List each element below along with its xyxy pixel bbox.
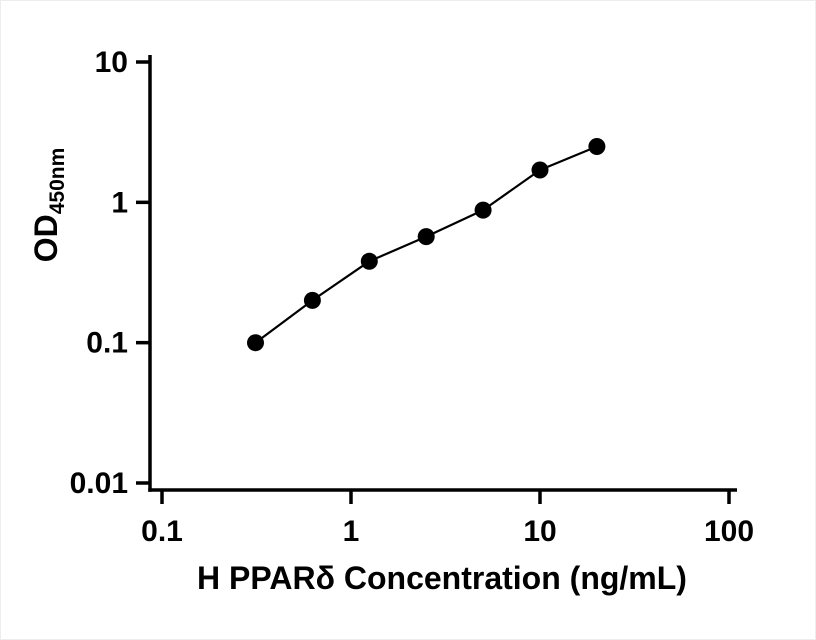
x-tick-label: 1 (343, 515, 360, 548)
data-point (531, 161, 549, 179)
x-axis-title: H PPARδ Concentration (ng/mL) (197, 560, 687, 596)
data-series-layer (247, 138, 606, 352)
y-tick-label: 10 (95, 46, 128, 79)
data-point (588, 138, 606, 155)
data-point (303, 291, 321, 309)
data-point (474, 201, 492, 219)
y-axis-title: OD450nm (28, 148, 69, 263)
y-axis-title-main: OD (28, 214, 64, 262)
data-point (417, 228, 435, 246)
data-point (360, 252, 378, 270)
y-tick-label: 1 (111, 186, 128, 219)
y-tick-label: 0.1 (86, 327, 128, 360)
x-tick-label: 100 (704, 515, 754, 548)
y-axis-title-subscript: 450nm (46, 148, 69, 215)
data-point (247, 334, 264, 352)
x-tick-label: 10 (523, 515, 556, 548)
axes-layer: 0.1 1 10 100 0.01 0.1 1 10 (70, 46, 754, 548)
y-tick-label: 0.01 (70, 467, 128, 500)
x-tick-label: 0.1 (141, 515, 183, 548)
